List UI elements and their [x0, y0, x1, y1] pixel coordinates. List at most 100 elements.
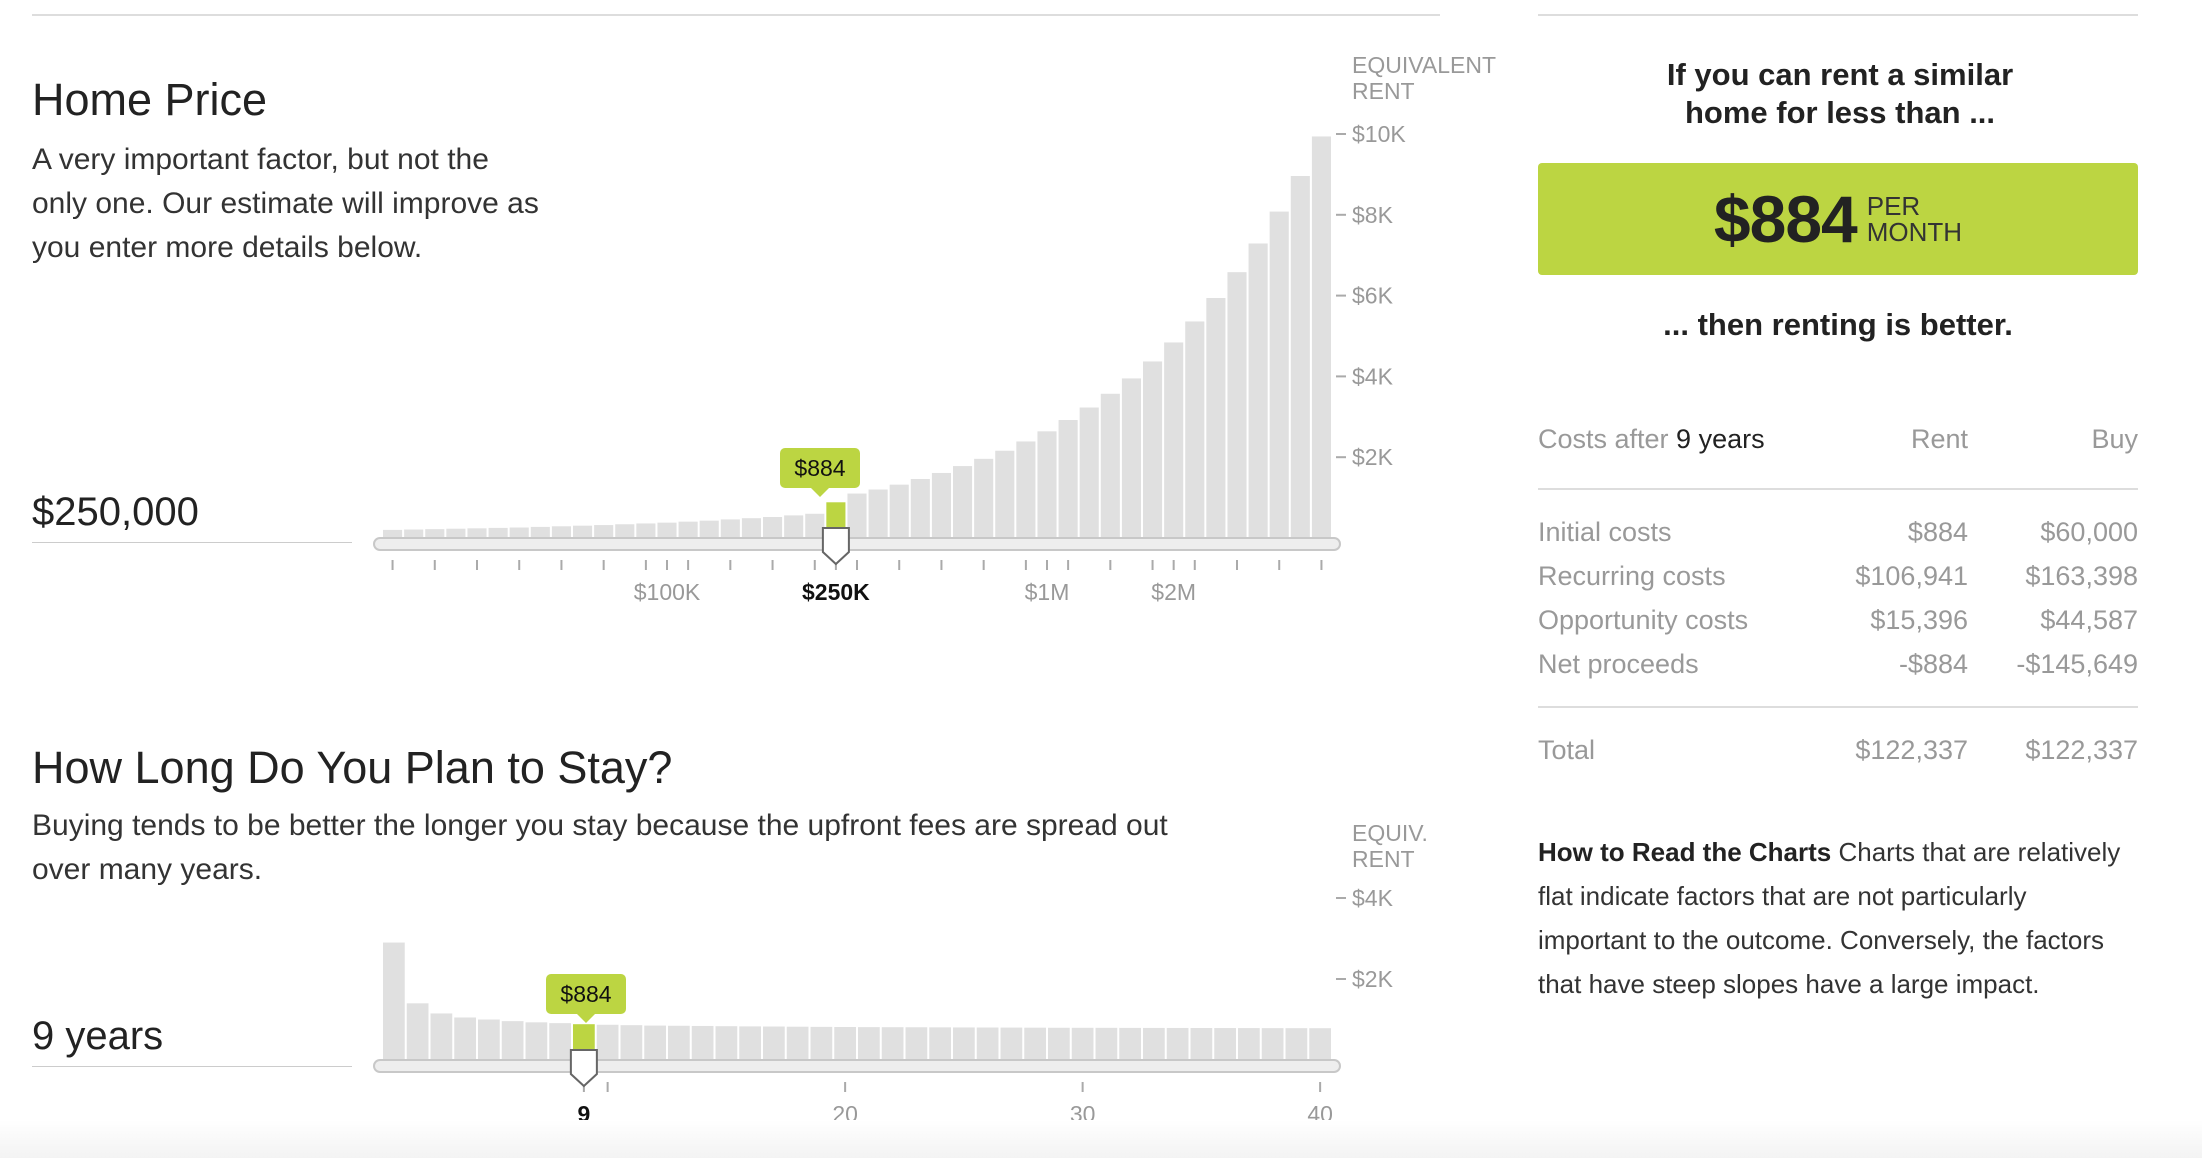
chart-bar — [784, 515, 804, 538]
chart-bar — [953, 1027, 975, 1060]
chart-bar — [763, 516, 783, 538]
chart-bar — [454, 1017, 476, 1060]
chart-bar — [1121, 378, 1141, 538]
chart-bar — [953, 466, 973, 538]
chart-bar — [974, 458, 994, 538]
slider-handle[interactable] — [569, 1049, 598, 1088]
month-label: MONTH — [1866, 217, 1963, 247]
home-price-value[interactable]: $250,000 — [32, 490, 199, 534]
chart-bar — [573, 525, 593, 538]
stay-value-underline — [32, 1066, 352, 1067]
chart-bar — [1261, 1028, 1284, 1060]
slider-handle[interactable] — [821, 527, 850, 566]
chart-bar — [615, 524, 635, 538]
per-month-label: PER MONTH — [1867, 193, 1962, 245]
home-price-description: A very important factor, but not the onl… — [32, 143, 539, 264]
chart-bar — [739, 1026, 761, 1060]
chart-bar — [1185, 321, 1205, 538]
chart-bar — [741, 518, 761, 538]
chart-bar — [691, 1025, 714, 1060]
x-tick-label: $100K — [634, 579, 701, 605]
chart-bar — [644, 1025, 666, 1060]
chart-bar — [488, 527, 508, 538]
row-rent: $106,941 — [1855, 560, 1968, 591]
y-tick-label: $2K — [1352, 966, 1394, 992]
chart-bar — [1024, 1027, 1046, 1060]
y-tick-label: $2K — [1352, 444, 1394, 470]
chart-bar — [868, 489, 888, 538]
chart-bar — [1238, 1028, 1260, 1060]
chart-bar — [551, 526, 571, 538]
per-label: PER — [1866, 191, 1921, 221]
chart-bar — [1095, 1027, 1118, 1060]
chart-bar — [430, 1013, 453, 1060]
axis-caption-line1: EQUIVALENT — [1352, 52, 1496, 78]
home-price-title: Home Price — [32, 74, 268, 125]
y-tick-label: $10K — [1352, 121, 1406, 147]
chart-bar — [905, 1027, 928, 1060]
slider-track — [373, 1059, 1341, 1073]
y-tick-label: $4K — [1352, 363, 1394, 389]
chart-bar — [1048, 1027, 1070, 1060]
chart-bar — [1100, 393, 1120, 538]
chart-bar — [404, 529, 424, 538]
summary-heading: If you can rent a similar home for less … — [1666, 57, 2014, 130]
row-buy: $163,398 — [2025, 560, 2138, 591]
how-to-title: How to Read the Charts — [1538, 837, 1832, 867]
chart-bar — [501, 1021, 524, 1060]
chart-bar — [383, 529, 403, 538]
costs-table-container: Costs after 9 years Rent Buy — [1538, 424, 2138, 470]
chart-bar — [467, 528, 487, 538]
chart-bar — [1309, 1028, 1331, 1060]
chart-bar — [889, 484, 909, 538]
home-price-value-underline — [32, 542, 352, 543]
chart-bar — [847, 493, 867, 538]
costs-after-prefix: Costs after — [1538, 424, 1677, 454]
chart-bar — [1290, 176, 1310, 538]
stay-value[interactable]: 9 years — [32, 1014, 164, 1058]
stay-title: How Long Do You Plan to Stay? — [32, 742, 673, 793]
row-label: Recurring costs — [1538, 560, 1726, 591]
chart-bar — [763, 1026, 785, 1060]
chart-bar — [931, 472, 951, 538]
costs-after-years[interactable]: 9 years — [1676, 424, 1765, 454]
slider-track — [373, 537, 1341, 551]
chart-bar — [406, 1003, 429, 1060]
total-row: Total $122,337 $122,337 — [1538, 728, 2138, 772]
home-price-tooltip: $884 — [780, 448, 860, 497]
chart-bar — [715, 1026, 738, 1060]
stay-chart[interactable]: $2K$4K9 20 30 40 — [360, 880, 1440, 1130]
axis-caption-line2: RENT — [1352, 78, 1415, 104]
chart-bar — [1206, 298, 1226, 538]
col-rent-header: Rent — [1910, 424, 1968, 454]
chart-bar — [910, 479, 930, 538]
col-buy-header: Buy — [2091, 424, 2138, 454]
chart-bar — [976, 1027, 999, 1060]
bottom-fade — [0, 1120, 2202, 1158]
chart-bar — [1143, 361, 1163, 538]
row-label: Net proceeds — [1538, 648, 1699, 679]
chart-bar — [699, 520, 719, 538]
chart-bar — [425, 529, 445, 538]
table-row: Opportunity costs $15,396 $44,587 — [1538, 598, 2138, 642]
chart-bar — [668, 1025, 690, 1060]
home-price-chart[interactable]: $2K $4K $6K $8K $10K $100K $250K $1M $2M — [360, 100, 1440, 620]
row-rent: -$884 — [1898, 648, 1968, 679]
y-tick-label: $6K — [1352, 283, 1394, 309]
chart-bar — [995, 450, 1015, 538]
table-row: Net proceeds -$884 -$145,649 — [1538, 642, 2138, 686]
chart-bar — [881, 1027, 904, 1060]
chart-bar — [786, 1026, 809, 1060]
chart-bar — [509, 527, 529, 538]
chart-bar — [530, 526, 550, 538]
chart-bar — [383, 942, 405, 1060]
chart-bar — [549, 1023, 571, 1060]
rent-threshold-amount: $884 — [1713, 182, 1858, 256]
table-row: Recurring costs $106,941 $163,398 — [1538, 554, 2138, 598]
chart-bar — [834, 1026, 856, 1060]
how-to-read-charts: How to Read the Charts Charts that are r… — [1538, 830, 2138, 1006]
row-buy: -$145,649 — [2016, 648, 2138, 679]
x-tick-label: $1M — [1025, 579, 1070, 605]
chart-bar — [1164, 342, 1184, 538]
chart-bar — [720, 519, 740, 538]
